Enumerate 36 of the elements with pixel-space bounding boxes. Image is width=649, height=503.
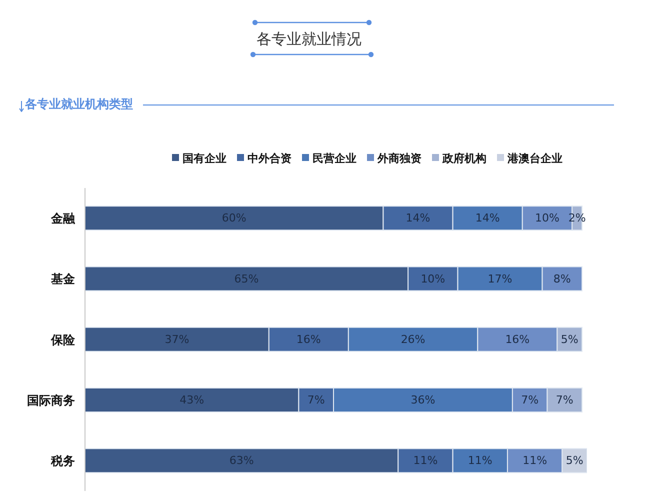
data-label: 16% [296, 332, 321, 346]
data-label: 11% [413, 454, 438, 468]
data-label: 14% [406, 212, 430, 225]
data-label: 17% [488, 272, 512, 286]
data-label: 7% [556, 393, 574, 406]
legend-label: 外商独资 [378, 152, 422, 165]
legend-label: 政府机构 [442, 152, 486, 165]
data-label: 5% [566, 454, 584, 468]
chart-subtitle: 各专业就业机构类型 [25, 96, 133, 112]
legend-label: 中外合资 [248, 152, 292, 165]
y-tick-label: 金融 [50, 212, 76, 226]
data-label: 8% [553, 272, 571, 286]
data-label: 43% [180, 393, 204, 406]
data-label: 14% [475, 212, 500, 225]
data-label: 26% [400, 332, 426, 346]
data-label: 11% [522, 454, 548, 468]
y-tick-label: 基金 [50, 272, 76, 286]
data-label: 65% [234, 272, 259, 286]
y-tick-label: 国际商务 [27, 393, 75, 408]
chart-title: 各专业就业情况 [256, 30, 362, 48]
data-label: 11% [468, 454, 492, 468]
legend-label: 民营企业 [312, 152, 356, 165]
y-tick-label: 税务 [50, 454, 75, 468]
data-label: 7% [521, 393, 539, 406]
data-label: 37% [164, 332, 190, 346]
data-label: 63% [229, 454, 254, 468]
legend-label: 国有企业 [182, 152, 226, 165]
legend-label: 港澳台企业 [508, 152, 562, 165]
data-label: 7% [307, 393, 325, 406]
data-label: 10% [535, 212, 560, 225]
y-tick-label: 保险 [50, 332, 76, 347]
data-label: 16% [505, 332, 530, 346]
data-label: 5% [560, 332, 578, 346]
data-label: 36% [410, 393, 436, 406]
data-label: 60% [222, 212, 246, 225]
data-label: 10% [420, 272, 446, 286]
